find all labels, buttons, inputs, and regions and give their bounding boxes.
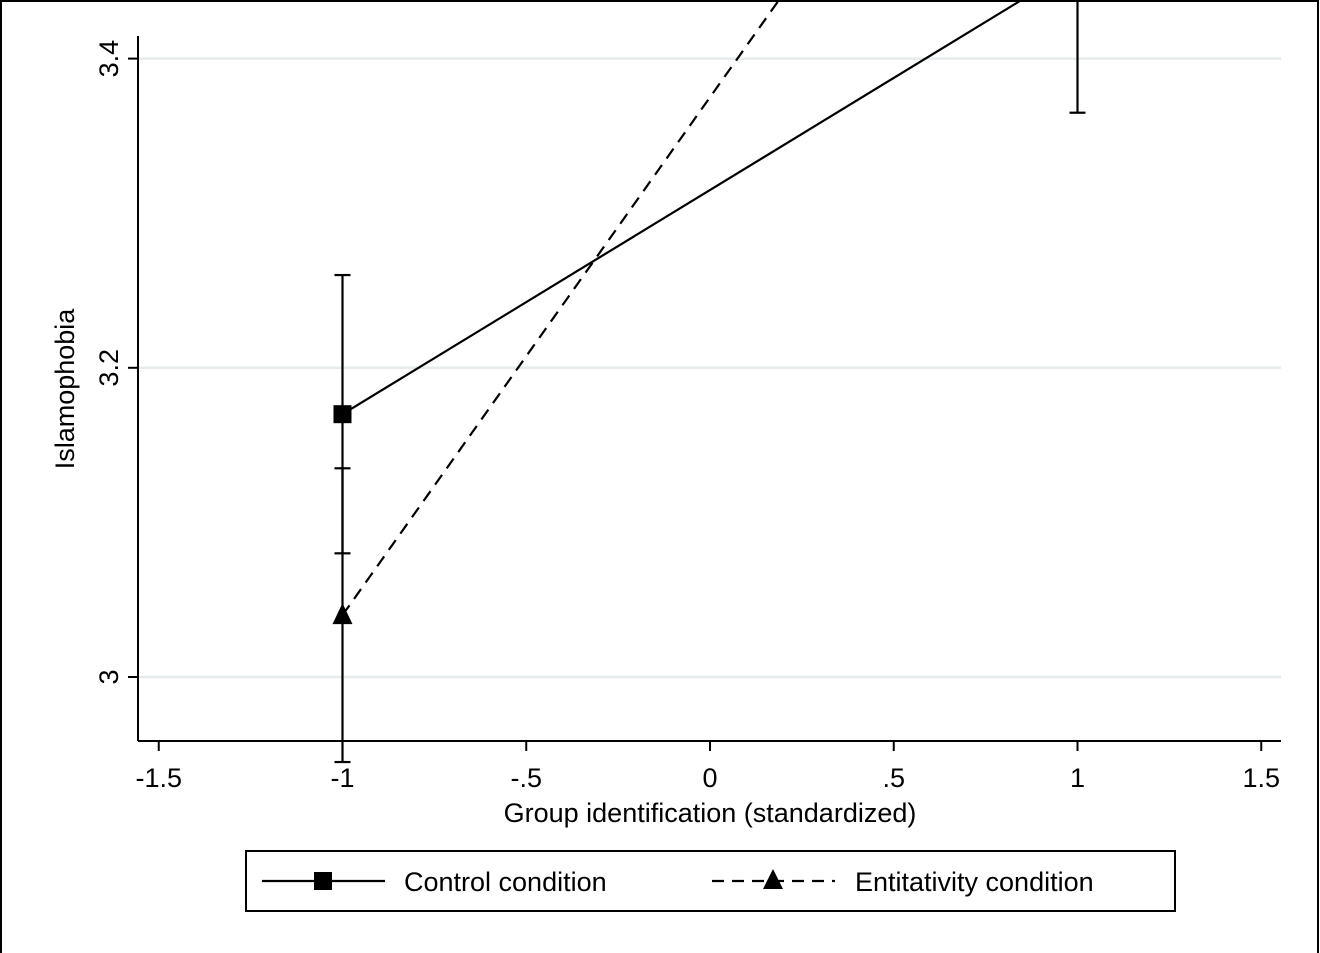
series-line <box>341 0 1024 416</box>
x-tick-label: 0 <box>702 763 717 793</box>
x-axis-title: Group identification (standardized) <box>504 798 917 828</box>
gridlines <box>139 57 1281 679</box>
x-tick-label: 1.5 <box>1242 763 1280 793</box>
series-layer <box>332 0 1086 764</box>
legend-marker-square <box>314 872 332 890</box>
legend: Control condition Entitativity condition <box>245 850 1176 912</box>
x-tick-label: -1.5 <box>135 763 182 793</box>
axes <box>137 36 1281 742</box>
legend-label-entitativity: Entitativity condition <box>855 867 1094 897</box>
x-tick-label: 1 <box>1070 763 1085 793</box>
x-tick-label: -1 <box>330 763 354 793</box>
y-tick-label: 3 <box>94 669 124 684</box>
series-line <box>341 0 781 616</box>
y-axis-title: Islamophobia <box>50 308 80 470</box>
y-tick-label: 3.2 <box>94 349 124 387</box>
series-entitativity <box>332 0 781 764</box>
y-ticks: 33.23.43.63.8 <box>94 40 138 685</box>
legend-label-control: Control condition <box>404 867 607 897</box>
y-tick-label: 3.4 <box>94 40 124 78</box>
legend-marker-triangle <box>763 869 783 889</box>
legend-box <box>245 850 1176 912</box>
data-point-square <box>333 405 352 424</box>
series-control <box>333 0 1086 555</box>
x-tick-label: .5 <box>882 763 905 793</box>
x-tick-label: -.5 <box>510 763 542 793</box>
data-point-triangle <box>332 603 353 625</box>
x-ticks: -1.5 -1 -.5 0 .5 1 1.5 <box>135 741 1280 793</box>
